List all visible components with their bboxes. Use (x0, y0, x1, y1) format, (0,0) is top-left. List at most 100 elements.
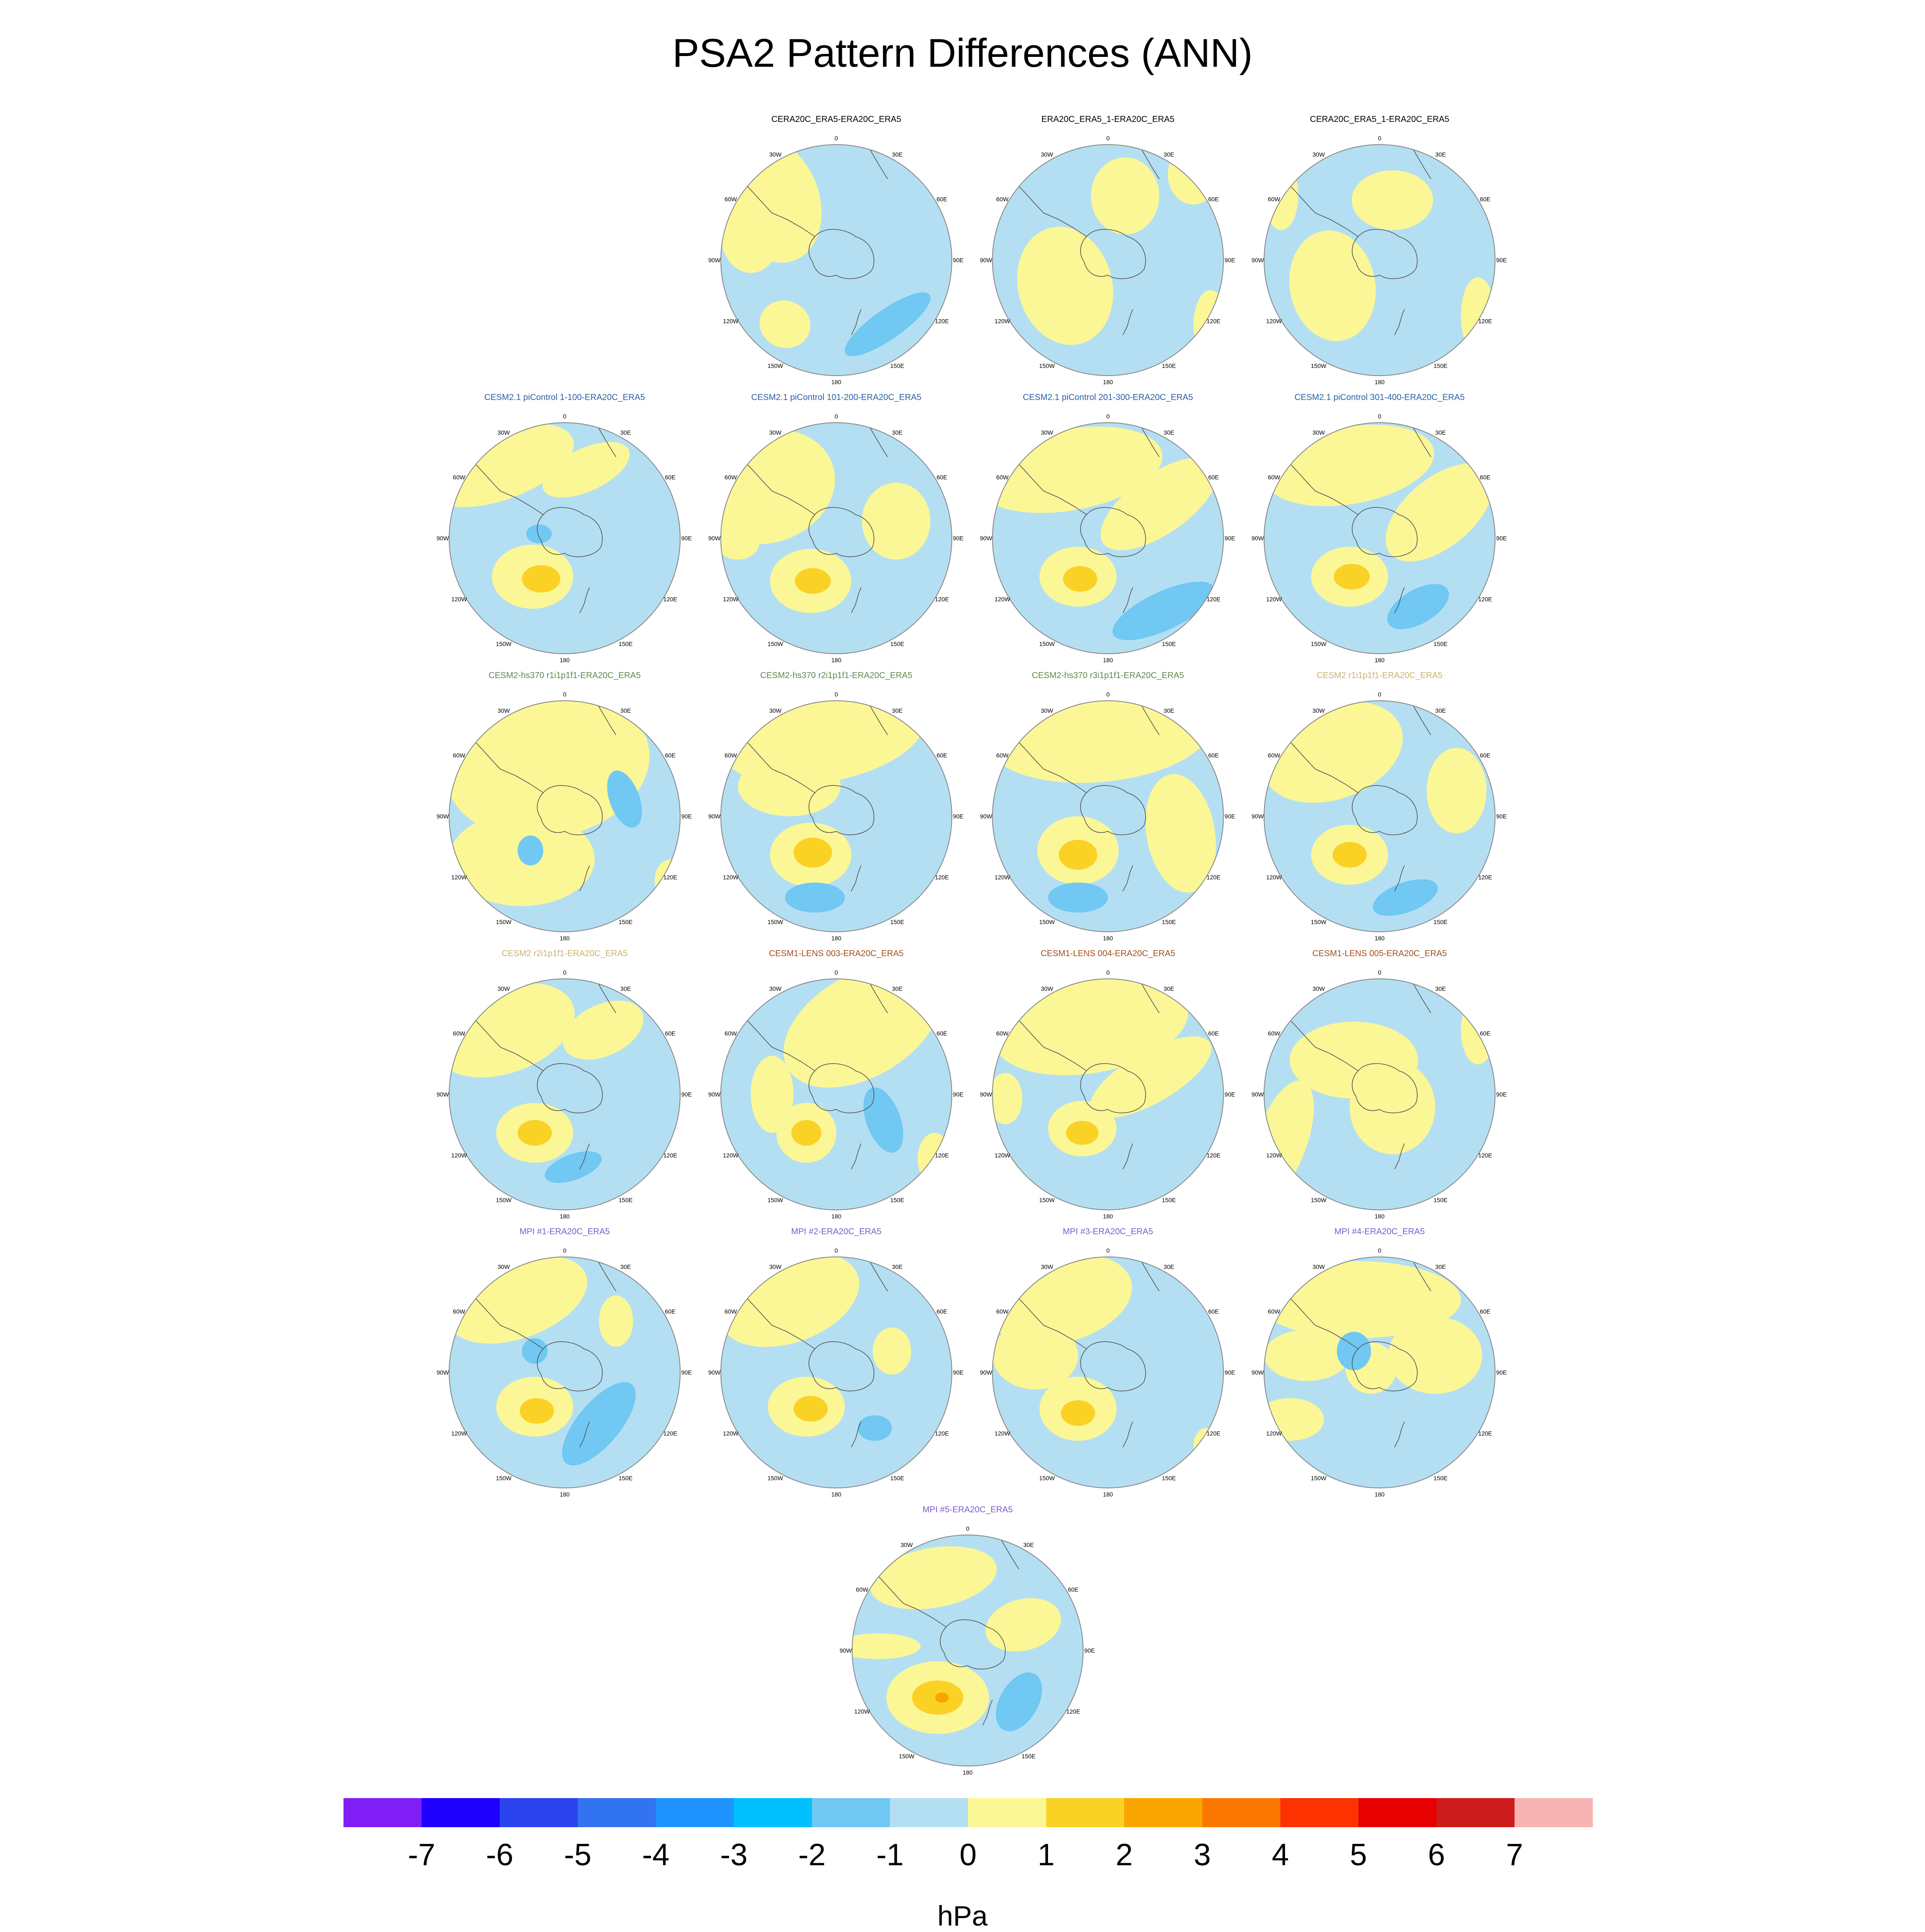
longitude-label: 90E (1496, 1091, 1507, 1098)
longitude-label: 120E (1478, 1152, 1492, 1159)
longitude-label: 30W (1312, 151, 1325, 158)
anomaly-contour (795, 568, 831, 594)
longitude-label: 90E (953, 535, 964, 542)
anomaly-contour (1427, 748, 1487, 833)
longitude-label: 150W (767, 362, 783, 369)
longitude-label: 120W (451, 874, 467, 881)
longitude-label: 60E (1480, 1030, 1490, 1037)
antarctica-coastline (1080, 507, 1146, 557)
longitude-label: 60E (1208, 752, 1219, 759)
longitude-label: 150W (1039, 919, 1055, 925)
longitude-label: 90E (1496, 813, 1507, 820)
antarctic-peninsula-coastline (500, 1047, 544, 1071)
map-border (992, 422, 1224, 654)
map-panel: CESM2.1 piControl 101-200-ERA20C_ERA5 0 30… (708, 393, 965, 675)
antarctica-coastline (1352, 229, 1418, 279)
longitude-label: 60E (936, 1030, 947, 1037)
map-border (1264, 700, 1496, 932)
longitude-label: 120W (1266, 1430, 1282, 1437)
map-panel: CERA20C_ERA5_1-ERA20C_ERA5 0 30E 60E 90E 120E… (1251, 115, 1508, 397)
longitude-label: 60W (996, 752, 1009, 759)
anomaly-contour (863, 1087, 903, 1153)
longitude-label: 0 (835, 413, 838, 420)
colorbar-swatch (812, 1798, 891, 1827)
longitude-label: 120W (723, 874, 739, 881)
longitude-label: 30E (620, 985, 631, 992)
panel-title: MPI #3-ERA20C_ERA5 (1063, 1227, 1153, 1236)
longitude-label: 90W (980, 257, 993, 264)
longitude-label: 60W (725, 752, 737, 759)
longitude-label: 150E (1162, 1197, 1176, 1203)
map-border (992, 1256, 1224, 1488)
longitude-label: 120W (723, 318, 739, 325)
longitude-label: 0 (835, 969, 838, 976)
antarctic-peninsula-coastline (1315, 491, 1359, 515)
polar-map: 0 30E 60E 90E 120E 150E 180 150W 120W 90W 60W 30W (437, 413, 692, 664)
longitude-label: 30W (1041, 985, 1054, 992)
colorbar-swatch (1280, 1798, 1359, 1827)
longitude-label: 120W (451, 1152, 467, 1159)
longitude-label: 60W (725, 196, 737, 203)
longitude-label: 90W (437, 535, 450, 542)
anomaly-contour (1048, 883, 1108, 913)
antarctica-coastline (1352, 785, 1418, 836)
antarctic-peninsula-coastline (772, 491, 815, 515)
polar-map: 0 30E 60E 90E 120E 150E 180 150W 120W 90W 60W 30W (708, 969, 964, 1220)
map-panel: MPI #2-ERA20C_ERA5 0 30E 60E 90E 120E 150E 180 1… (708, 1227, 965, 1509)
longitude-label: 90W (708, 1369, 721, 1376)
longitude-label: 150W (1039, 1197, 1055, 1203)
longitude-label: 150W (496, 919, 512, 925)
anomaly-contour (1333, 842, 1367, 868)
longitude-label: 90W (980, 1091, 993, 1098)
longitude-label: 150W (1039, 362, 1055, 369)
new-zealand-coastline (1122, 587, 1133, 613)
longitude-label: 90W (1252, 257, 1265, 264)
colorbar-swatch (578, 1798, 656, 1827)
longitude-label: 150W (1311, 640, 1327, 647)
longitude-label: 60W (996, 474, 1009, 481)
longitude-label: 90E (1225, 1369, 1235, 1376)
africa-coastline (999, 1537, 1019, 1570)
panel-title: CESM2.1 piControl 1-100-ERA20C_ERA5 (484, 393, 645, 402)
longitude-label: 180 (1103, 657, 1113, 664)
longitude-label: 150E (1162, 919, 1176, 925)
longitude-label: 30W (498, 985, 510, 992)
longitude-label: 90W (980, 535, 993, 542)
colorbar-swatch (1124, 1798, 1203, 1827)
longitude-label: 60E (1068, 1586, 1078, 1593)
panel-title: MPI #5-ERA20C_ERA5 (922, 1505, 1013, 1514)
longitude-label: 90E (1496, 1369, 1507, 1376)
longitude-label: 30E (1435, 429, 1446, 436)
longitude-label: 120W (995, 874, 1010, 881)
anomaly-contour (563, 1001, 644, 1060)
longitude-label: 150E (1162, 362, 1176, 369)
colorbar-swatch (1358, 1798, 1437, 1827)
longitude-label: 120E (663, 1152, 677, 1159)
longitude-label: 30W (900, 1541, 913, 1548)
longitude-label: 150E (890, 1475, 904, 1482)
new-zealand-coastline (1122, 1143, 1133, 1170)
antarctica-coastline (537, 785, 603, 836)
map-border (720, 700, 952, 932)
longitude-label: 90W (1252, 535, 1265, 542)
anomaly-contour (1350, 1060, 1435, 1154)
antarctica-coastline (808, 229, 874, 279)
anomaly-contour (1017, 226, 1114, 345)
colorbar-swatch (344, 1798, 422, 1827)
panel-title: MPI #2-ERA20C_ERA5 (791, 1227, 882, 1236)
longitude-label: 90W (708, 813, 721, 820)
panel-title: CESM2 r1i1p1f1-ERA20C_ERA5 (1316, 671, 1443, 680)
antarctica-coastline (1352, 1341, 1418, 1392)
page-title: PSA2 Pattern Differences (ANN) (672, 30, 1253, 75)
africa-coastline (1411, 424, 1431, 457)
anomaly-contour (545, 1151, 602, 1183)
africa-coastline (868, 1259, 888, 1292)
longitude-label: 30E (892, 151, 903, 158)
map-border (720, 978, 952, 1210)
new-zealand-coastline (851, 865, 862, 892)
longitude-label: 120E (1206, 1430, 1220, 1437)
new-zealand-coastline (1394, 1421, 1405, 1448)
anomaly-contour (1386, 463, 1493, 562)
polar-map: 0 30E 60E 90E 120E 150E 180 150W 120W 90W 60W 30W (980, 969, 1235, 1220)
longitude-label: 90E (953, 257, 964, 264)
